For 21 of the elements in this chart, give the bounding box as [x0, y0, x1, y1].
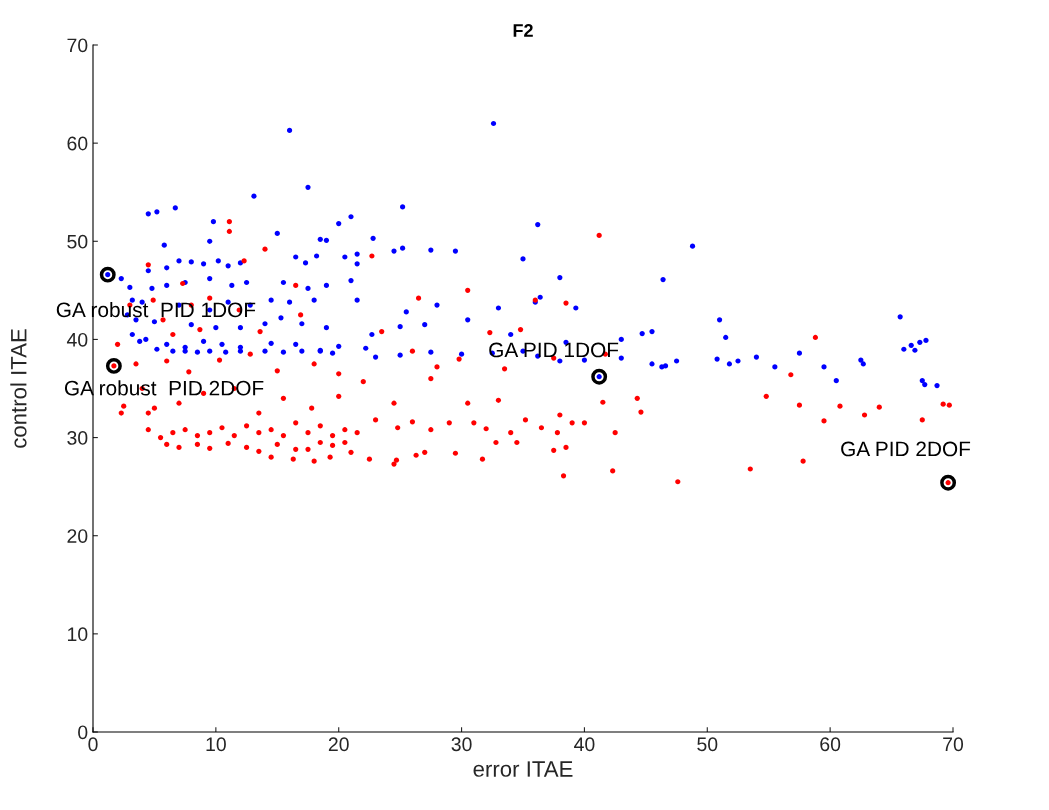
x-tick-label: 60 — [820, 737, 841, 752]
y-tick-label: 0 — [78, 725, 88, 740]
y-tick-label: 10 — [68, 627, 88, 642]
y-tick-label: 30 — [67, 431, 88, 445]
y-tick-label: 70 — [67, 38, 88, 53]
x-tick-label: 70 — [943, 737, 964, 752]
x-tick-label: 50 — [697, 737, 718, 752]
y-tick-label: 20 — [67, 529, 88, 543]
x-axis-title: error ITAE — [473, 761, 573, 777]
chart-title: F2 — [513, 24, 533, 37]
y-tick-label: 40 — [66, 332, 88, 347]
x-tick-label: 0 — [88, 737, 98, 752]
y-tick-label: 60 — [67, 136, 88, 151]
annotation: GA PID 1DOF — [489, 342, 619, 358]
y-tick-label: 50 — [67, 234, 88, 249]
x-tick-label: 20 — [328, 737, 349, 752]
x-tick-label: 30 — [451, 737, 472, 752]
y-axis-title: control ITAE — [10, 329, 27, 448]
x-tick-label: 40 — [574, 737, 595, 752]
x-tick-label: 10 — [206, 737, 226, 752]
annotation: GA PID 2DOF — [841, 441, 971, 457]
